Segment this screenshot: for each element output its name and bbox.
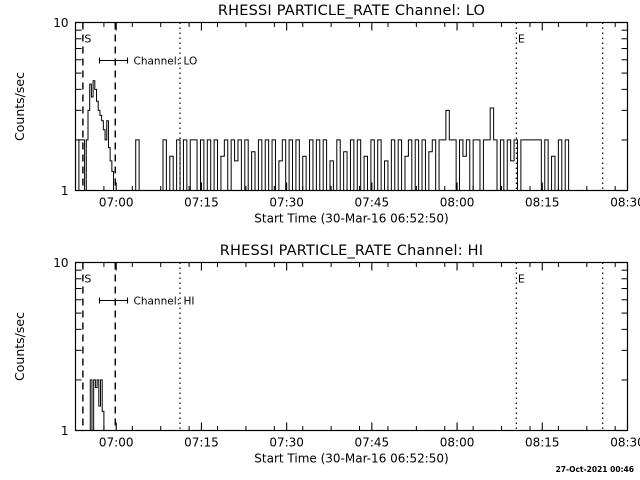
plot-frame — [74, 261, 629, 432]
x-tick-label: 08:30 — [610, 436, 640, 450]
x-axis-label: Start Time (30-Mar-16 06:52:50) — [254, 452, 448, 466]
annotation-label: E — [518, 273, 525, 286]
y-axis-label: Counts/sec — [12, 312, 27, 381]
plot-frame — [74, 21, 629, 192]
legend-label: Channel: LO — [134, 56, 198, 68]
plot-canvas: RHESSI PARTICLE_RATE Channel: LO Counts/s… — [12, 3, 640, 226]
x-axis-label: Start Time (30-Mar-16 06:52:50) — [254, 212, 448, 226]
data-series-lo — [77, 80, 576, 191]
x-tick-label: 08:30 — [610, 196, 640, 210]
annotation-label: E — [518, 33, 525, 46]
x-tick-label: 07:30 — [269, 196, 304, 210]
annotation-label: S — [84, 33, 91, 46]
legend-label: Channel: HI — [134, 296, 195, 308]
x-tick-label: 07:45 — [355, 436, 390, 450]
panel-channel-lo: RHESSI PARTICLE_RATE Channel: LO Counts/s… — [12, 3, 640, 226]
x-tick-label: 08:15 — [525, 436, 560, 450]
y-tick-label: 1 — [61, 424, 69, 438]
y-axis-label: Counts/sec — [12, 72, 27, 141]
x-tick-label: 08:00 — [440, 196, 475, 210]
panel-channel-hi: RHESSI PARTICLE_RATE Channel: HI Counts/s… — [0, 240, 640, 480]
y-tick-label: 1 — [61, 184, 69, 198]
x-tick-label: 08:00 — [440, 436, 475, 450]
x-tick-label: 07:00 — [99, 436, 134, 450]
x-tick-label: 07:00 — [99, 196, 134, 210]
x-tick-label: 07:45 — [355, 196, 390, 210]
x-tick-label: 07:15 — [184, 436, 219, 450]
x-tick-label: 07:30 — [269, 436, 304, 450]
plot-canvas: RHESSI PARTICLE_RATE Channel: HI Counts/s… — [12, 243, 640, 466]
plot-title: RHESSI PARTICLE_RATE Channel: HI — [220, 243, 483, 259]
x-tick-label: 08:15 — [525, 196, 560, 210]
annotation-label: S — [84, 273, 91, 286]
render-timestamp: 27-Oct-2021 00:46 — [556, 465, 634, 474]
data-series-hi — [77, 379, 593, 431]
y-tick-label: 10 — [53, 16, 68, 30]
y-tick-label: 10 — [53, 256, 68, 270]
plot-title: RHESSI PARTICLE_RATE Channel: LO — [218, 3, 485, 19]
x-tick-label: 07:15 — [184, 196, 219, 210]
